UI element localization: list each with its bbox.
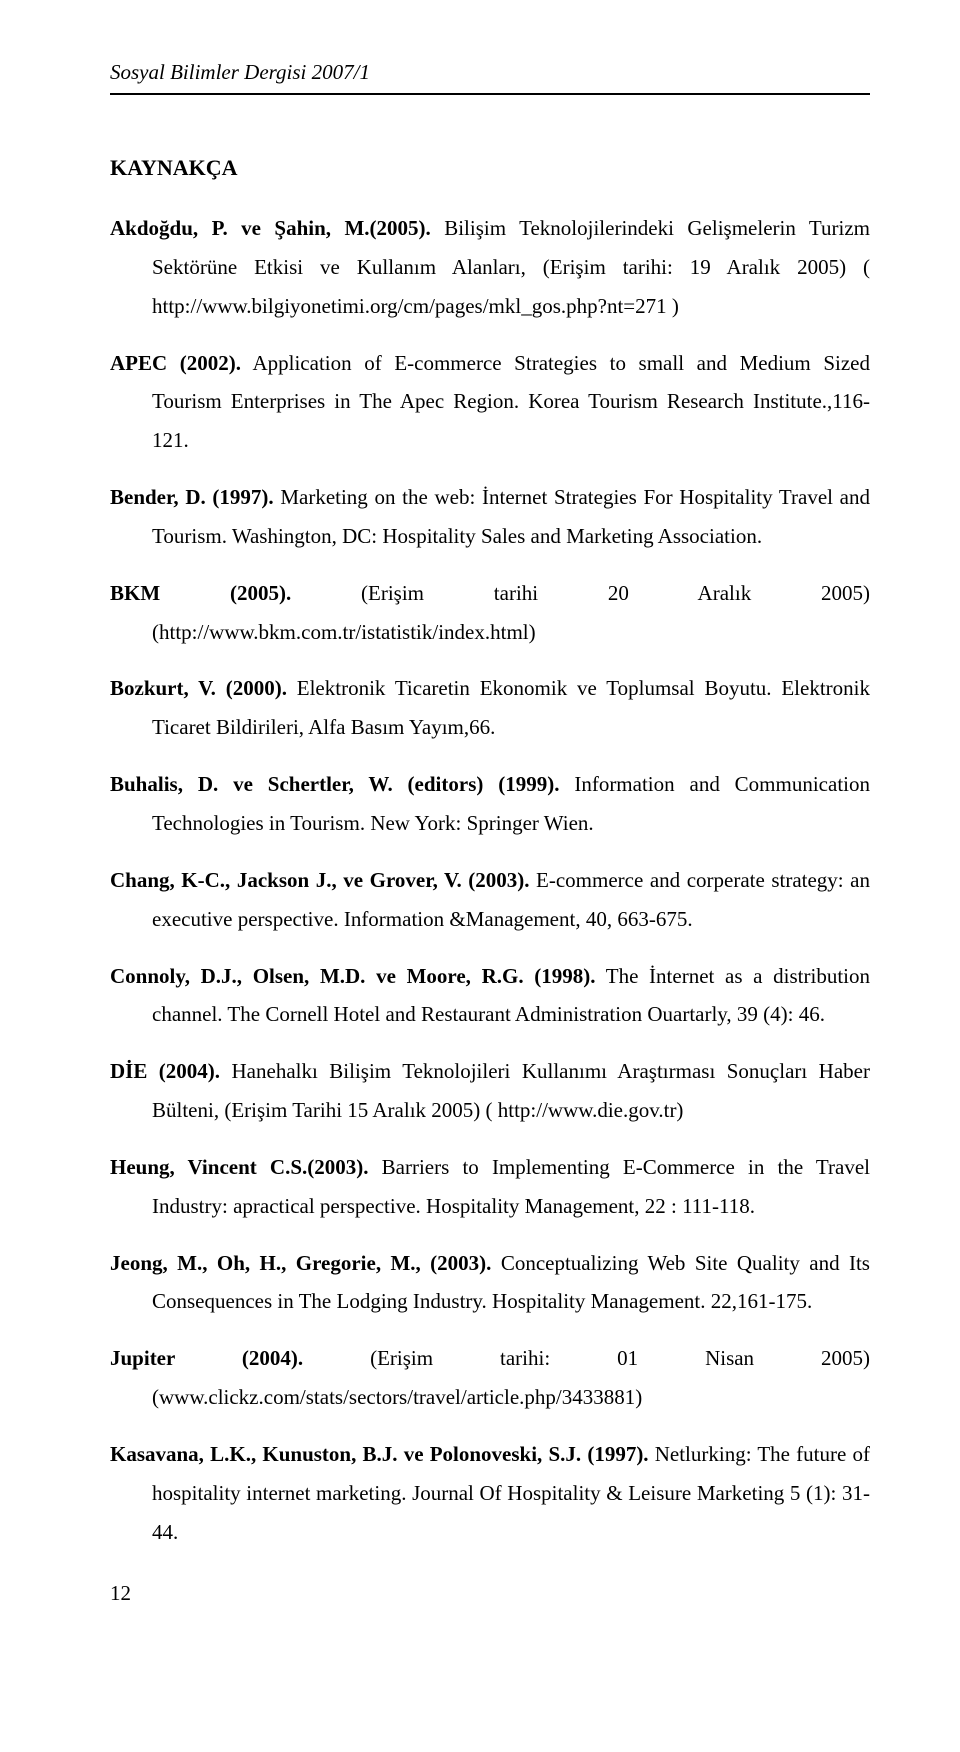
reference-entry: DİE (2004). Hanehalkı Bilişim Teknolojil… <box>110 1052 870 1130</box>
reference-entry: Connoly, D.J., Olsen, M.D. ve Moore, R.G… <box>110 957 870 1035</box>
reference-entry: Jupiter (2004). (Erişim tarihi: 01 Nisan… <box>110 1339 870 1417</box>
reference-author: Akdoğdu, P. ve Şahin, M.(2005). <box>110 216 431 240</box>
reference-author: Jeong, M., Oh, H., Gregorie, M., (2003). <box>110 1251 491 1275</box>
reference-entry: BKM (2005). (Erişim tarihi 20 Aralık 200… <box>110 574 870 652</box>
reference-text: Hanehalkı Bilişim Teknolojileri Kullanım… <box>152 1059 870 1122</box>
reference-author: APEC (2002). <box>110 351 241 375</box>
reference-entry: Chang, K-C., Jackson J., ve Grover, V. (… <box>110 861 870 939</box>
reference-author: Jupiter (2004). <box>110 1346 303 1370</box>
reference-author: DİE (2004). <box>110 1059 220 1083</box>
header-rule <box>110 93 870 95</box>
reference-author: Kasavana, L.K., Kunuston, B.J. ve Polono… <box>110 1442 649 1466</box>
reference-entry: Akdoğdu, P. ve Şahin, M.(2005). Bilişim … <box>110 209 870 326</box>
page-number: 12 <box>110 1581 870 1606</box>
section-title: KAYNAKÇA <box>110 155 870 181</box>
reference-author: Bozkurt, V. (2000). <box>110 676 287 700</box>
reference-entry: Kasavana, L.K., Kunuston, B.J. ve Polono… <box>110 1435 870 1552</box>
reference-entry: APEC (2002). Application of E-commerce S… <box>110 344 870 461</box>
reference-entry: Bender, D. (1997). Marketing on the web:… <box>110 478 870 556</box>
reference-entry: Bozkurt, V. (2000). Elektronik Ticaretin… <box>110 669 870 747</box>
running-head: Sosyal Bilimler Dergisi 2007/1 <box>110 60 870 85</box>
reference-text: Application of E-commerce Strategies to … <box>152 351 870 453</box>
page-container: Sosyal Bilimler Dergisi 2007/1 KAYNAKÇA … <box>0 0 960 1666</box>
reference-entry: Jeong, M., Oh, H., Gregorie, M., (2003).… <box>110 1244 870 1322</box>
reference-author: Buhalis, D. ve Schertler, W. (editors) (… <box>110 772 559 796</box>
reference-entry: Heung, Vincent C.S.(2003). Barriers to I… <box>110 1148 870 1226</box>
reference-author: Chang, K-C., Jackson J., ve Grover, V. (… <box>110 868 530 892</box>
references-list: Akdoğdu, P. ve Şahin, M.(2005). Bilişim … <box>110 209 870 1551</box>
reference-author: Connoly, D.J., Olsen, M.D. ve Moore, R.G… <box>110 964 595 988</box>
reference-author: Bender, D. (1997). <box>110 485 274 509</box>
reference-author: BKM (2005). <box>110 581 291 605</box>
reference-entry: Buhalis, D. ve Schertler, W. (editors) (… <box>110 765 870 843</box>
reference-author: Heung, Vincent C.S.(2003). <box>110 1155 369 1179</box>
